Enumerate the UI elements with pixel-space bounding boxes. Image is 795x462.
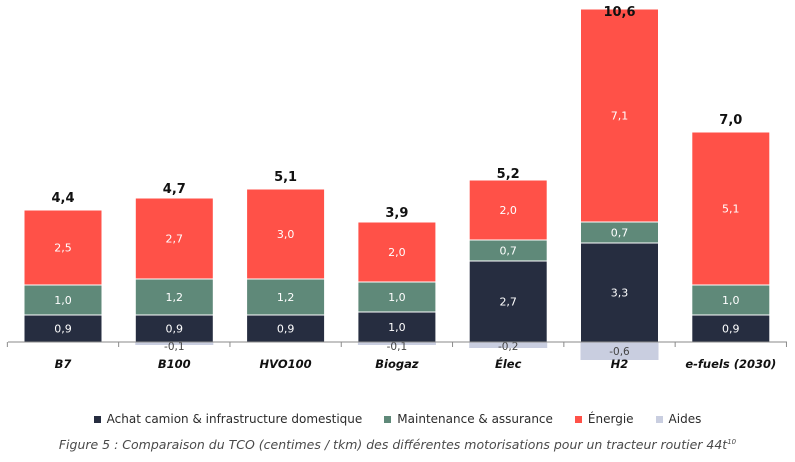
bar-segment	[357, 221, 437, 283]
stacked-bar-chart: 0,9 1,0 2,5 4,4 B7 0,9 1,2 2,7 -0,1 4,7 B100 0,9 1,2…	[6, 5, 787, 371]
bar-segment	[23, 284, 103, 316]
total-value-label: 4,4	[51, 191, 74, 206]
segment-value-label: 2,7	[499, 296, 517, 309]
bar-segment	[357, 311, 437, 343]
total-value-label: 5,2	[497, 167, 520, 182]
segment-value-label: -0,6	[609, 346, 630, 358]
bar-segment-negative	[469, 342, 548, 348]
total-value-label: 3,9	[385, 206, 408, 221]
caption-text: Figure 5 : Comparaison du TCO (centimes …	[58, 437, 728, 452]
segment-value-label: 1,0	[388, 291, 406, 304]
segment-value-label: 7,1	[611, 110, 629, 123]
bar-segment	[468, 179, 548, 241]
bar-segment	[691, 284, 771, 316]
segment-value-label: 1,2	[166, 291, 184, 304]
segment-value-label: -0,1	[387, 341, 408, 353]
legend-item: Achat camion & infrastructure domestique	[93, 412, 363, 426]
total-value-label: 5,1	[274, 170, 297, 185]
legend-item: Aides	[655, 412, 702, 426]
bar-segment	[134, 197, 214, 280]
bar-segment	[23, 314, 103, 343]
category-tick-label: Élec	[495, 356, 522, 371]
category-tick-label: HVO100	[260, 357, 312, 371]
segment-value-label: 0,7	[499, 245, 517, 258]
caption-footnote: 10	[727, 437, 737, 446]
segment-value-label: 0,9	[722, 323, 740, 336]
bar-segment	[357, 281, 437, 313]
bar-segment-negative	[580, 342, 659, 360]
segment-value-label: 0,9	[54, 323, 72, 336]
segment-value-label: 5,1	[722, 203, 740, 216]
legend-swatch	[93, 415, 101, 423]
legend-label: Énergie	[587, 412, 634, 426]
bar-segment	[23, 209, 103, 286]
bar-segment	[134, 278, 214, 316]
legend-label: Achat camion & infrastructure domestique	[106, 412, 363, 426]
bar-segment	[691, 131, 771, 286]
category-tick-label: B7	[55, 357, 72, 371]
category-tick-label: H2	[611, 357, 629, 371]
bar-segment	[246, 188, 326, 280]
legend-swatch	[655, 415, 663, 423]
segment-value-label: 2,0	[499, 204, 517, 217]
chart-legend: Achat camion & infrastructure domestique…	[0, 412, 795, 426]
segment-value-label: 3,3	[611, 287, 629, 300]
legend-label: Maintenance & assurance	[397, 412, 553, 426]
segment-value-label: -0,1	[164, 341, 185, 353]
bar-segment	[580, 8, 659, 223]
segment-value-label: 1,2	[277, 291, 295, 304]
legend-swatch	[384, 415, 392, 423]
legend-item: Maintenance & assurance	[384, 412, 553, 426]
segment-value-label: 2,5	[54, 242, 72, 255]
bar-segment	[134, 314, 214, 343]
bar-segment-negative	[357, 342, 436, 345]
figure-caption: Figure 5 : Comparaison du TCO (centimes …	[0, 437, 795, 452]
legend-label: Aides	[668, 412, 702, 426]
segment-value-label: 2,7	[166, 233, 184, 246]
segment-value-label: 0,9	[166, 323, 184, 336]
total-value-label: 7,0	[719, 113, 742, 128]
segment-value-label: -0,2	[498, 341, 519, 353]
segment-value-label: 2,0	[388, 246, 406, 259]
segment-value-label: 0,9	[277, 323, 295, 336]
category-tick-label: Biogaz	[375, 357, 419, 371]
legend-item: Énergie	[574, 412, 634, 426]
legend-swatch	[574, 415, 582, 423]
segment-value-label: 1,0	[54, 294, 72, 307]
total-value-label: 10,6	[603, 5, 635, 20]
segment-value-label: 0,7	[611, 227, 629, 240]
segment-value-label: 3,0	[277, 228, 295, 241]
total-value-label: 4,7	[163, 182, 186, 197]
bar-segment-negative	[135, 342, 214, 345]
segment-value-label: 1,0	[388, 321, 406, 334]
category-tick-label: B100	[158, 357, 191, 371]
bar-segment	[468, 260, 548, 343]
segment-value-label: 1,0	[722, 294, 740, 307]
bar-segment	[246, 278, 326, 316]
bar-segment	[580, 242, 659, 343]
category-tick-label: e-fuels (2030)	[685, 357, 776, 371]
